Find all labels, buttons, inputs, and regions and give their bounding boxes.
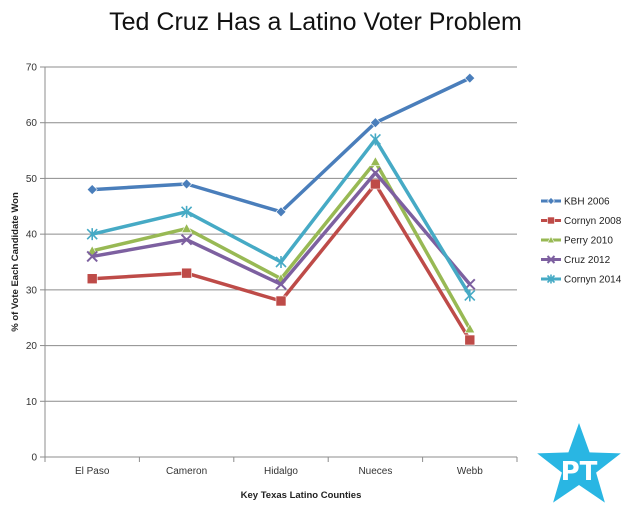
y-tick-label: 20 <box>26 341 38 352</box>
y-tick-label: 40 <box>26 230 38 241</box>
axes <box>40 66 518 462</box>
y-tick-label: 10 <box>26 397 38 408</box>
legend-item: KBH 2006 <box>541 197 610 208</box>
data-point <box>275 295 287 307</box>
legend-label: Cornyn 2008 <box>564 216 622 227</box>
data-point <box>464 334 476 346</box>
legend-label: Cruz 2012 <box>564 255 611 266</box>
chart-title: Ted Cruz Has a Latino Voter Problem <box>109 8 522 36</box>
pt-logo: PT <box>537 423 621 503</box>
data-point <box>86 228 98 241</box>
y-tick-label: 70 <box>26 63 38 74</box>
tick-labels: 0 10 20 30 40 50 60 70 El Paso Cameron Hidalgo Nuec… <box>26 63 483 478</box>
data-point <box>547 197 555 205</box>
data-point <box>86 273 98 285</box>
legend-item: Cruz 2012 <box>541 255 611 266</box>
data-point <box>547 216 555 225</box>
star-logo-icon <box>537 423 621 503</box>
y-tick-label: 0 <box>31 453 37 464</box>
y-tick-label: 50 <box>26 174 38 185</box>
series-cruz-2012 <box>86 167 476 290</box>
x-tick-label: Cameron <box>166 466 207 477</box>
series-layer <box>86 72 476 346</box>
data-point <box>369 167 382 179</box>
logo-text: PT <box>561 457 598 487</box>
data-point <box>181 205 193 218</box>
data-point <box>546 235 556 244</box>
series-cornyn-2008 <box>86 178 476 346</box>
legend-item: Perry 2010 <box>541 236 613 247</box>
data-point <box>275 256 287 268</box>
x-tick-label: Webb <box>457 466 483 477</box>
data-point <box>546 274 556 284</box>
x-tick-label: Hidalgo <box>264 466 298 477</box>
data-point <box>464 323 476 334</box>
data-point <box>275 278 287 290</box>
series-kbh-2006 <box>86 72 476 218</box>
data-point <box>369 117 381 129</box>
legend-label: Perry 2010 <box>564 236 613 247</box>
legend: KBH 2006 Cornyn 2008 Perry 2010 Cruz 2012 Co… <box>541 197 622 286</box>
legend-label: KBH 2006 <box>564 197 610 208</box>
series-line <box>92 76 471 214</box>
data-point <box>546 255 556 264</box>
legend-label: Cornyn 2014 <box>564 275 622 286</box>
data-point <box>181 267 192 279</box>
y-tick-label: 60 <box>26 118 38 129</box>
data-point <box>369 156 381 167</box>
x-axis-title: Key Texas Latino Counties <box>241 490 362 501</box>
data-point <box>181 178 193 190</box>
x-tick-label: Nueces <box>358 466 392 477</box>
series-cornyn-2014 <box>86 133 476 302</box>
x-tick-label: El Paso <box>75 466 110 477</box>
data-point <box>181 222 193 233</box>
y-tick-label: 30 <box>26 285 38 296</box>
data-point <box>369 133 381 146</box>
gridlines <box>45 66 517 402</box>
legend-item: Cornyn 2008 <box>541 216 622 227</box>
data-point <box>86 184 98 195</box>
data-point <box>180 234 193 246</box>
y-axis-title: % of Vote Each Candidate Won <box>10 192 21 332</box>
data-point <box>86 250 98 263</box>
data-point <box>464 72 476 84</box>
series-perry-2010 <box>86 156 476 334</box>
legend-item: Cornyn 2014 <box>541 274 622 286</box>
data-point <box>464 289 476 302</box>
data-point <box>275 206 287 218</box>
data-point <box>370 178 381 190</box>
